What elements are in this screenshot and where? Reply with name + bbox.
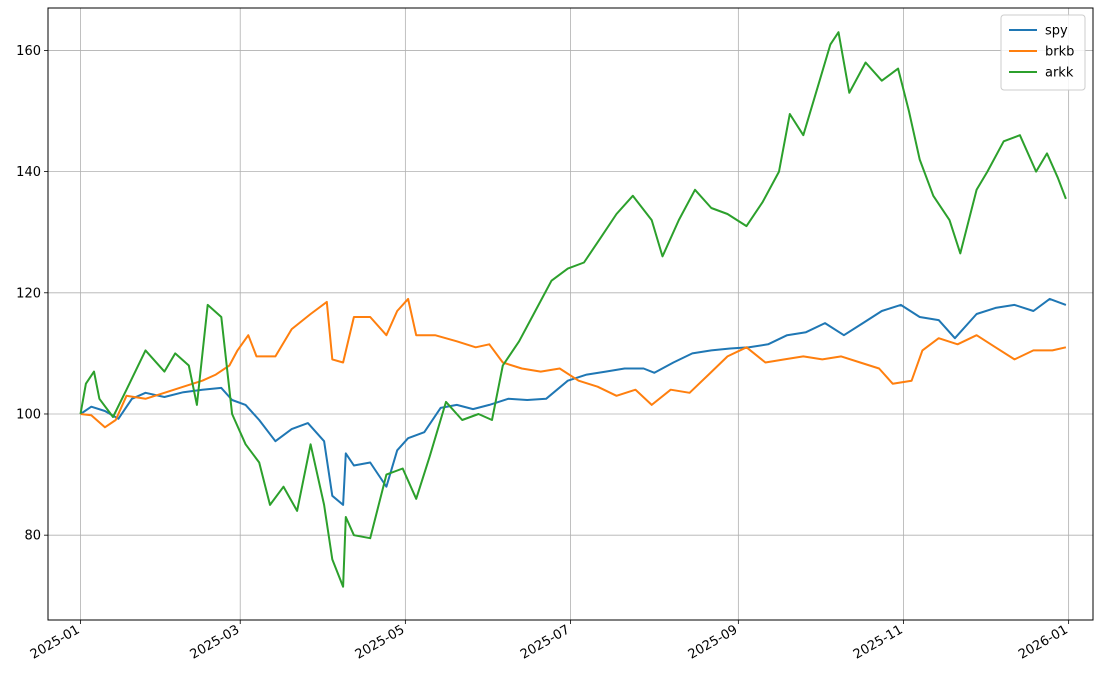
grid — [48, 8, 1093, 620]
series-line-spy — [79, 297, 1067, 506]
y-tick-label: 160 — [16, 44, 41, 59]
y-tick-label: 140 — [16, 165, 41, 180]
legend: spy brkb arkk — [1000, 14, 1086, 91]
y-tick-label: 80 — [24, 529, 41, 544]
y-tick-label: 120 — [16, 286, 41, 301]
series-line-arkk — [79, 31, 1067, 588]
y-axis: 80 100 120 140 160 — [16, 44, 48, 544]
series-line-brkb — [80, 297, 1067, 429]
legend-label-brkb: brkb — [1045, 45, 1074, 60]
legend-label-spy: spy — [1045, 24, 1068, 39]
legend-label-arkk: arkk — [1045, 66, 1074, 81]
y-tick-label: 100 — [16, 407, 41, 422]
series-layer — [79, 31, 1067, 588]
